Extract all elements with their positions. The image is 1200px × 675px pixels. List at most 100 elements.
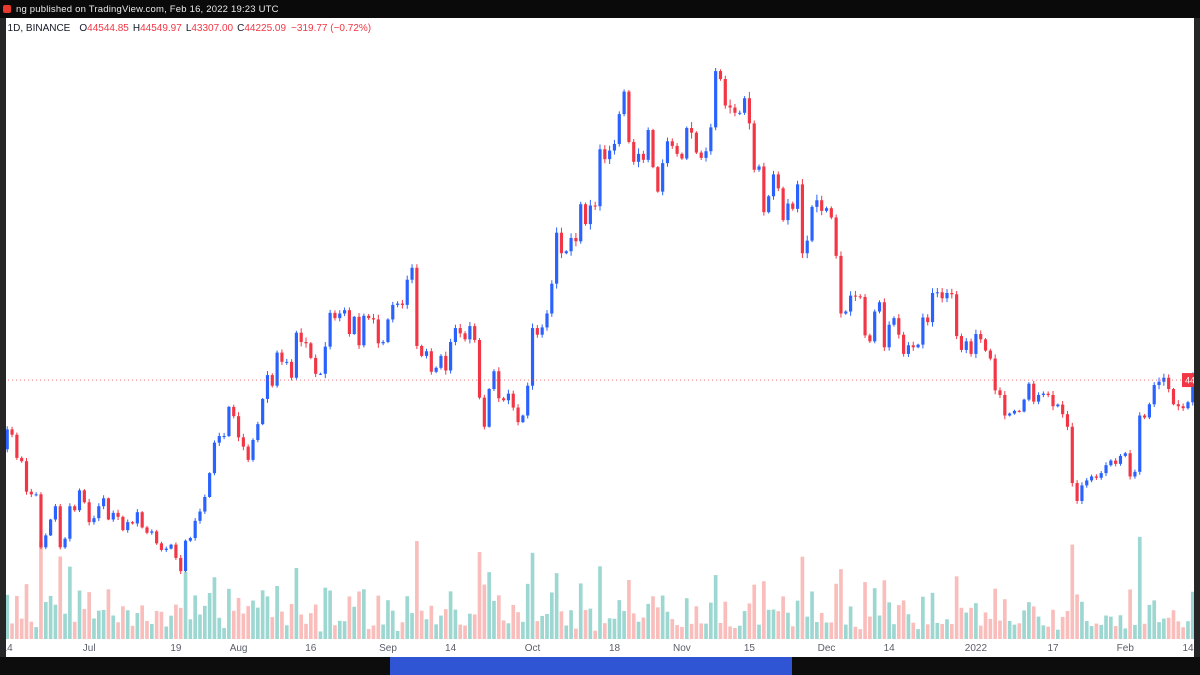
volume-bar [183, 572, 188, 639]
volume-bar [280, 611, 284, 639]
candle-body [487, 389, 491, 427]
candle-body [1186, 402, 1190, 409]
candle-body [1104, 465, 1108, 474]
volume-bar [304, 623, 308, 639]
candle-body [34, 494, 38, 496]
candle-body [53, 506, 58, 520]
candle-body [767, 196, 771, 213]
candle-body [347, 310, 351, 335]
candle-body [1070, 426, 1074, 484]
volume-bar [1123, 628, 1128, 639]
candle-body [506, 393, 511, 401]
volume-bar [10, 623, 14, 639]
volume-bar [169, 615, 173, 639]
volume-bar [1157, 622, 1161, 639]
candle-body [550, 283, 554, 314]
volume-bar [5, 594, 10, 639]
volume-bar [863, 582, 867, 639]
volume-bar [1109, 616, 1113, 639]
candle-body [362, 315, 366, 346]
candle-body [868, 335, 872, 342]
candle-body [747, 98, 751, 124]
volume-bar [482, 584, 487, 639]
volume-bar [737, 625, 742, 639]
close-label: C [237, 23, 245, 34]
volume-bar [1060, 616, 1065, 639]
volume-bar [694, 606, 699, 639]
candle-body [289, 361, 294, 378]
candle-body [950, 292, 954, 295]
volume-bar [212, 577, 217, 639]
volume-bar [376, 595, 381, 639]
volume-bar [622, 610, 626, 639]
candle-body [993, 358, 997, 391]
candle-body [709, 127, 713, 152]
volume-bar [178, 607, 183, 639]
volume-bar [434, 624, 438, 639]
candlestick-chart-canvas[interactable]: 44225.09 14 Jul 19 Aug 16 Sep 14 Oct 18 Nov 15 Dec 14… [0, 18, 1200, 657]
x-tick-label: Aug [230, 643, 248, 654]
candle-body [391, 304, 395, 320]
volume-bar [24, 584, 29, 639]
candle-body [1181, 406, 1185, 409]
candle-body [998, 390, 1002, 395]
volume-bar [159, 611, 164, 639]
volume-bar [87, 592, 91, 639]
volume-bar [19, 618, 24, 639]
volume-bar [521, 621, 525, 639]
candle-body [791, 203, 795, 209]
volume-bar [275, 585, 279, 639]
candle-body [179, 557, 183, 572]
volume-bar [164, 626, 169, 639]
candle-body [1032, 383, 1036, 402]
volume-bar [1080, 601, 1084, 639]
candle-body [656, 167, 660, 192]
price-chart[interactable]: 44225.09 14 Jul 19 Aug 16 Sep 14 Oct 18 Nov 15 Dec 14… [0, 18, 1200, 657]
volume-bar [974, 603, 978, 639]
candle-body [396, 303, 400, 305]
volume-bar [34, 627, 38, 639]
volume-bar [400, 622, 405, 639]
volume-bar [96, 610, 101, 639]
volume-bar [969, 607, 973, 639]
volume-bar [602, 623, 607, 639]
volume-bar [236, 597, 241, 639]
volume-bar [77, 590, 82, 639]
candle-body [1051, 394, 1055, 407]
candle-body [410, 267, 414, 280]
volume-bar [472, 614, 477, 639]
low-value: 43307.00 [191, 23, 234, 34]
volume-bar [72, 621, 77, 639]
candle-body [121, 516, 125, 531]
candle-body [381, 341, 385, 344]
volume-bar [149, 623, 154, 639]
candle-body [232, 406, 236, 417]
candle-body [983, 339, 988, 351]
candle-body [796, 184, 800, 209]
volume-bar [424, 619, 429, 639]
volume-bar [386, 600, 390, 639]
volume-bar [1142, 623, 1147, 639]
volume-bar [723, 601, 728, 639]
volume-bar [429, 605, 434, 639]
candle-body [174, 544, 178, 558]
volume-bar [1186, 621, 1190, 639]
candle-body [641, 153, 645, 160]
candle-body [849, 295, 853, 312]
volume-bar [882, 580, 887, 639]
volume-bar [612, 618, 617, 639]
volume-bar [713, 575, 718, 639]
volume-bar [501, 620, 506, 639]
volume-bar [795, 600, 800, 639]
candle-body [877, 302, 882, 312]
high-value: 44549.97 [140, 23, 182, 34]
candle-body [1065, 414, 1070, 427]
volume-bar [43, 602, 48, 639]
candle-body [829, 208, 833, 218]
ohlc-legend: , 1D, BINANCE O44544.85 H44549.97 L43307.00… [2, 23, 371, 34]
candle-body [77, 490, 82, 511]
volume-bar [1133, 624, 1137, 639]
candle-body [323, 346, 327, 374]
volume-bar [260, 590, 265, 639]
volume-bar [689, 623, 694, 639]
